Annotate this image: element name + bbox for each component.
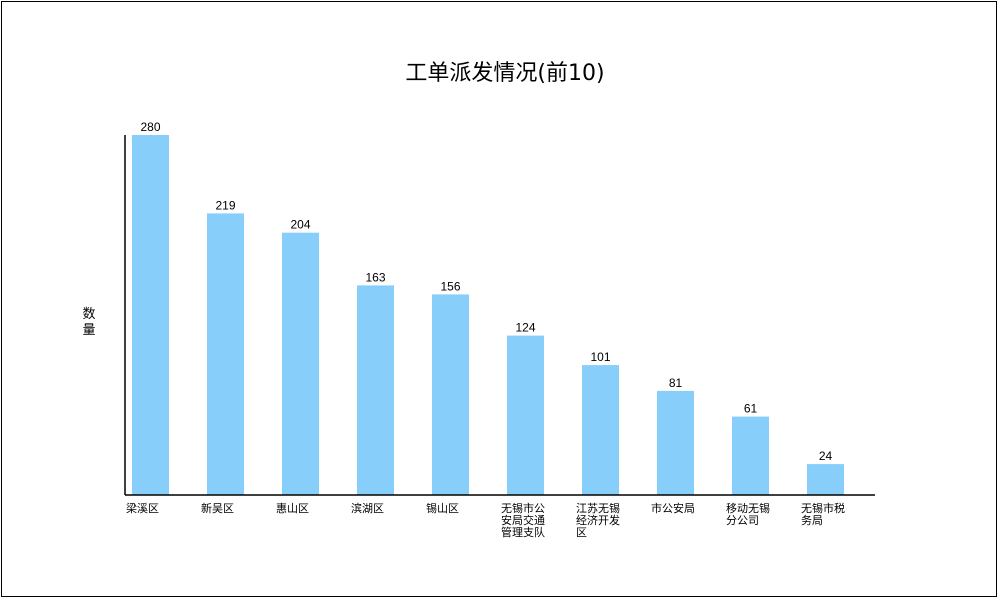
category-label-9: 移动无锡分公司 xyxy=(726,501,770,527)
category-label-2: 新吴区 xyxy=(201,501,234,515)
value-labels-group: 280 219 204 163 156 124 101 81 61 24 xyxy=(140,120,832,463)
value-label-6: 124 xyxy=(515,321,535,335)
bar-9 xyxy=(732,416,769,495)
category-label-7: 江苏无锡经济开发区 xyxy=(576,501,620,539)
bar-8 xyxy=(657,390,694,495)
value-label-3: 204 xyxy=(290,218,310,232)
chart-title: 工单派发情况(前10) xyxy=(405,61,604,86)
bar-6 xyxy=(507,335,544,495)
value-label-7: 101 xyxy=(590,350,610,364)
category-label-4: 滨湖区 xyxy=(351,501,384,515)
category-label-5: 锡山区 xyxy=(426,501,459,515)
bar-2 xyxy=(207,213,244,495)
bar-3 xyxy=(282,232,319,495)
category-label-6: 无锡市公安局交通管理支队 xyxy=(501,501,545,539)
category-label-1: 梁溪区 xyxy=(126,501,159,515)
bars-group xyxy=(132,135,844,495)
bar-4 xyxy=(357,285,394,495)
value-label-9: 61 xyxy=(744,402,758,416)
bar-10 xyxy=(807,464,844,495)
bar-5 xyxy=(432,294,469,495)
bar-7 xyxy=(582,365,619,495)
value-label-1: 280 xyxy=(140,120,160,134)
category-label-3: 惠山区 xyxy=(276,501,309,515)
category-label-8: 市公安局 xyxy=(651,501,695,515)
y-axis-label: 数量 xyxy=(82,307,95,338)
category-label-10: 无锡市税务局 xyxy=(801,501,845,527)
value-label-8: 81 xyxy=(669,376,683,390)
value-label-2: 219 xyxy=(215,198,235,212)
value-label-4: 163 xyxy=(365,270,385,284)
value-label-10: 24 xyxy=(819,449,833,463)
value-label-5: 156 xyxy=(440,279,460,293)
bar-1 xyxy=(132,135,169,495)
